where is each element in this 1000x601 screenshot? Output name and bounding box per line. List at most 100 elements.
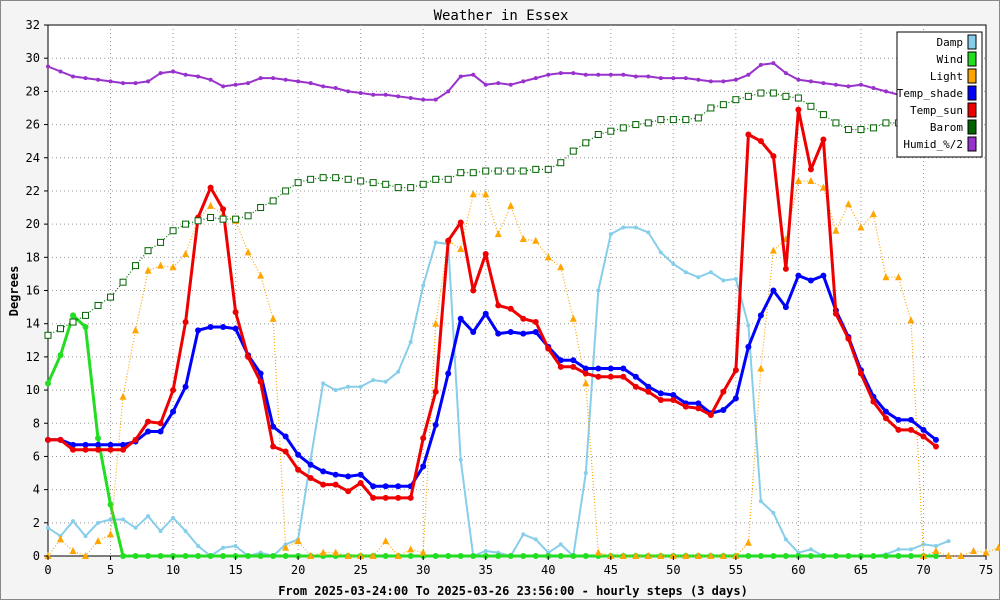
data-point <box>596 73 600 77</box>
data-point <box>520 316 526 322</box>
x-tick-label: 40 <box>541 563 555 577</box>
data-point <box>434 240 438 244</box>
data-point <box>784 71 788 75</box>
y-tick-label: 2 <box>33 516 40 530</box>
data-point <box>783 266 789 272</box>
data-point <box>108 447 114 453</box>
data-point <box>895 553 901 559</box>
data-point <box>133 553 139 559</box>
data-point <box>208 185 214 191</box>
data-point <box>408 495 414 501</box>
data-point <box>145 248 151 254</box>
data-point <box>271 76 275 80</box>
data-point <box>734 78 738 82</box>
data-point <box>420 435 426 441</box>
data-point <box>720 407 726 413</box>
x-tick-label: 25 <box>353 563 367 577</box>
data-point <box>920 427 926 433</box>
data-point <box>370 180 376 186</box>
data-point <box>745 93 751 99</box>
data-point <box>220 324 226 330</box>
x-tick-label: 55 <box>729 563 743 577</box>
data-point <box>445 176 451 182</box>
data-point <box>545 166 551 172</box>
data-point <box>758 553 764 559</box>
data-point <box>45 380 51 386</box>
data-point <box>520 553 526 559</box>
data-point <box>633 374 639 380</box>
data-point <box>196 74 200 78</box>
data-point <box>70 447 76 453</box>
data-point <box>633 122 639 128</box>
data-point <box>633 384 639 390</box>
data-point <box>858 370 864 376</box>
data-point <box>509 83 513 87</box>
data-point <box>508 168 514 174</box>
data-point <box>820 112 826 118</box>
data-point <box>558 364 564 370</box>
x-tick-label: 30 <box>416 563 430 577</box>
data-point <box>571 71 575 75</box>
legend-swatch <box>968 52 976 66</box>
data-point <box>558 553 564 559</box>
data-point <box>283 448 289 454</box>
data-point <box>708 412 714 418</box>
data-point <box>770 288 776 294</box>
data-point <box>620 365 626 371</box>
data-point <box>709 79 713 83</box>
data-point <box>771 61 775 65</box>
data-point <box>433 389 439 395</box>
data-point <box>396 94 400 98</box>
data-point <box>121 517 125 521</box>
legend-swatch <box>968 120 976 134</box>
data-point <box>409 340 413 344</box>
data-point <box>795 273 801 279</box>
y-tick-label: 28 <box>26 84 40 98</box>
data-point <box>296 79 300 83</box>
data-point <box>658 397 664 403</box>
data-point <box>421 98 425 102</box>
data-point <box>221 84 225 88</box>
data-point <box>808 166 814 172</box>
data-point <box>884 89 888 93</box>
data-point <box>595 365 601 371</box>
data-point <box>559 542 563 546</box>
data-point <box>96 521 100 525</box>
data-point <box>846 84 850 88</box>
data-point <box>833 553 839 559</box>
data-point <box>920 434 926 440</box>
data-point <box>270 443 276 449</box>
data-point <box>734 277 738 281</box>
data-point <box>195 327 201 333</box>
data-point <box>208 214 214 220</box>
data-point <box>171 516 175 520</box>
data-point <box>671 76 675 80</box>
data-point <box>258 553 264 559</box>
data-point <box>270 553 276 559</box>
data-point <box>345 488 351 494</box>
y-tick-label: 6 <box>33 449 40 463</box>
y-tick-label: 12 <box>26 350 40 364</box>
data-point <box>284 78 288 82</box>
data-point <box>83 324 89 330</box>
data-point <box>696 78 700 82</box>
data-point <box>458 219 464 225</box>
data-point <box>608 374 614 380</box>
legend-label: Temp_shade <box>897 87 963 100</box>
legend-item: Barom <box>930 120 976 134</box>
data-point <box>134 81 138 85</box>
data-point <box>770 153 776 159</box>
data-point <box>170 387 176 393</box>
data-point <box>346 89 350 93</box>
data-point <box>670 397 676 403</box>
data-point <box>583 370 589 376</box>
data-point <box>445 553 451 559</box>
data-point <box>520 331 526 337</box>
data-point <box>95 435 101 441</box>
data-point <box>383 181 389 187</box>
data-point <box>345 473 351 479</box>
data-point <box>133 437 139 443</box>
data-point <box>946 539 950 543</box>
data-point <box>708 105 714 111</box>
x-tick-label: 50 <box>666 563 680 577</box>
